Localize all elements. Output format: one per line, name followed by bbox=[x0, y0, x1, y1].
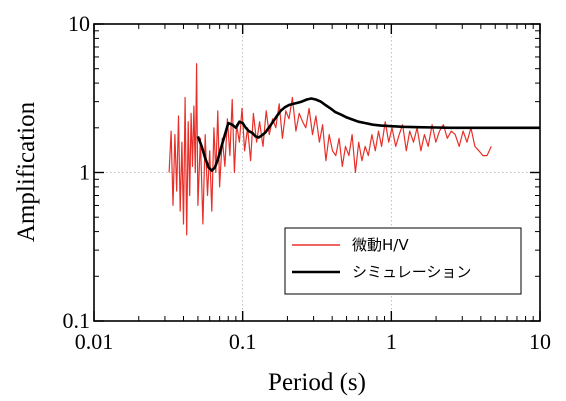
plot-area bbox=[168, 63, 540, 236]
series-line-hv bbox=[168, 63, 492, 236]
legend-box bbox=[284, 227, 522, 295]
y-tick-label: 0.1 bbox=[63, 308, 91, 333]
series-line-simulation bbox=[196, 97, 540, 172]
y-tick-label: 10 bbox=[68, 11, 90, 36]
grid-layer bbox=[94, 24, 540, 321]
legend: 微動H/V シミュレーション bbox=[284, 227, 522, 295]
legend-label-simulation: シミュレーション bbox=[352, 263, 471, 281]
legend-label-hv: 微動H/V bbox=[352, 236, 409, 254]
x-tick-label: 0.01 bbox=[75, 329, 114, 354]
x-tick-label: 0.1 bbox=[229, 329, 257, 354]
x-tick-label: 10 bbox=[529, 329, 551, 354]
y-axis-title: Amplification bbox=[13, 101, 40, 242]
x-axis-title: Period (s) bbox=[268, 369, 366, 396]
y-tick-label: 1 bbox=[79, 160, 90, 185]
x-tick-label: 1 bbox=[386, 329, 397, 354]
